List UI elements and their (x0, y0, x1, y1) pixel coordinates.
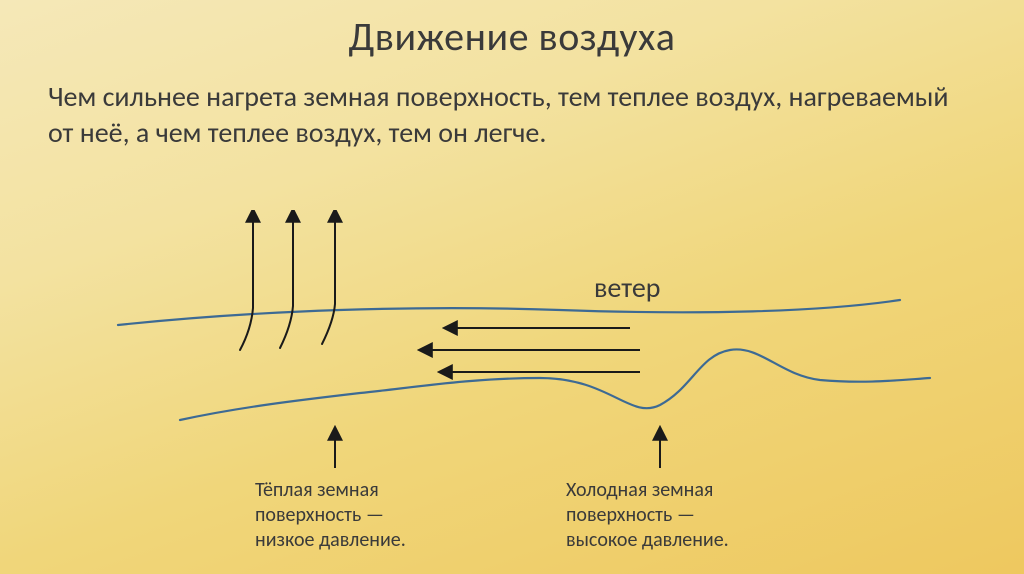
diagram-svg (0, 210, 1024, 574)
cold-surface-caption: Холодная земная поверхность — высокое да… (566, 478, 729, 553)
body-paragraph: Чем сильнее нагрета земная поверхность, … (0, 61, 1024, 152)
wind-label: ветер (594, 270, 660, 305)
air-movement-diagram: ветер Тёплая земная поверхность — низкое… (0, 210, 1024, 574)
warm-surface-caption: Тёплая земная поверхность — низкое давле… (255, 478, 406, 553)
slide-title: Движение воздуха (0, 0, 1024, 61)
